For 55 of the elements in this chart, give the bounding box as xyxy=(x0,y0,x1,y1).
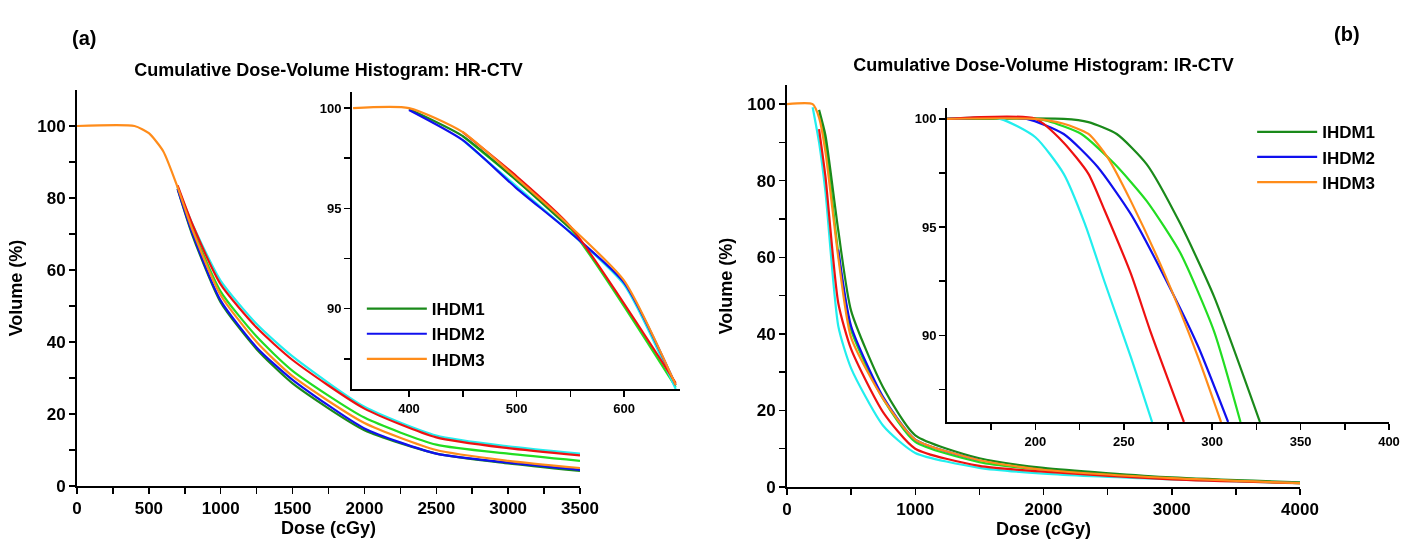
y-tick-label: 95 xyxy=(921,219,937,235)
x-tick-label: 350 xyxy=(1289,433,1312,449)
x-tick-label: 3500 xyxy=(561,499,599,519)
x-tick-label: 600 xyxy=(613,400,635,416)
x-tick-label: 500 xyxy=(505,400,528,416)
y-tick-label: 100 xyxy=(319,100,342,116)
text: (a) xyxy=(72,27,97,49)
x-tick-label: 4000 xyxy=(1281,500,1319,520)
x-tick-label: 300 xyxy=(1201,433,1224,449)
y-tick-label: 95 xyxy=(326,200,342,216)
x-tick-label: 2000 xyxy=(345,499,384,519)
x-tick-label: 500 xyxy=(134,499,164,519)
legend-label: IHDM3 xyxy=(1322,173,1376,193)
y-tick-label: 20 xyxy=(46,404,66,424)
chart-title: Cumulative Dose-Volume Histogram: IR-CTV xyxy=(853,55,1234,76)
y-tick-label: 0 xyxy=(56,476,66,496)
y-axis-title: Volume (%) xyxy=(5,239,26,337)
x-tick-label: 2000 xyxy=(1024,500,1063,520)
x-tick-label: 1000 xyxy=(201,499,240,519)
y-tick-label: 100 xyxy=(37,116,66,136)
x-tick-label: 3000 xyxy=(489,499,528,519)
y-tick-label: 90 xyxy=(326,301,342,317)
x-tick-label: 0 xyxy=(782,500,792,520)
x-tick-label: 2500 xyxy=(417,499,456,519)
chart-title: Cumulative Dose-Volume Histogram: HR-CTV xyxy=(134,60,523,81)
y-tick-label: 100 xyxy=(747,95,776,115)
x-tick-label: 250 xyxy=(1112,433,1135,449)
y-tick-label: 100 xyxy=(914,111,937,127)
x-axis-title: Dose (cGy) xyxy=(995,519,1092,540)
y-tick-label: 80 xyxy=(46,188,66,208)
legend-label: IHDM2 xyxy=(1322,148,1376,168)
x-tick-label: 1500 xyxy=(273,499,312,519)
y-tick-label: 60 xyxy=(46,260,66,280)
y-tick-label: 0 xyxy=(766,477,776,497)
y-tick-label: 60 xyxy=(756,248,776,268)
x-axis-title: Dose (cGy) xyxy=(280,518,377,539)
legend-label: IHDM3 xyxy=(431,350,485,370)
y-tick-label: 20 xyxy=(756,401,776,421)
line-series xyxy=(352,105,677,387)
y-tick-label: 40 xyxy=(46,332,66,352)
y-tick-label: 90 xyxy=(921,327,937,343)
y-tick-label: 40 xyxy=(756,324,776,344)
y-axis-title: Volume (%) xyxy=(715,237,736,335)
x-tick-label: 1000 xyxy=(896,500,935,520)
y-tick-label: 80 xyxy=(756,171,776,191)
line-series xyxy=(77,124,580,470)
legend-label: IHDM1 xyxy=(1322,123,1376,143)
x-tick-label: 400 xyxy=(1378,433,1400,449)
text: (b) xyxy=(1334,23,1360,45)
x-tick-label: 200 xyxy=(1024,433,1047,449)
x-tick-label: 3000 xyxy=(1152,500,1191,520)
x-tick-label: 0 xyxy=(72,499,82,519)
legend-label: IHDM2 xyxy=(431,325,485,345)
x-tick-label: 400 xyxy=(398,400,420,416)
legend-label: IHDM1 xyxy=(431,300,485,320)
